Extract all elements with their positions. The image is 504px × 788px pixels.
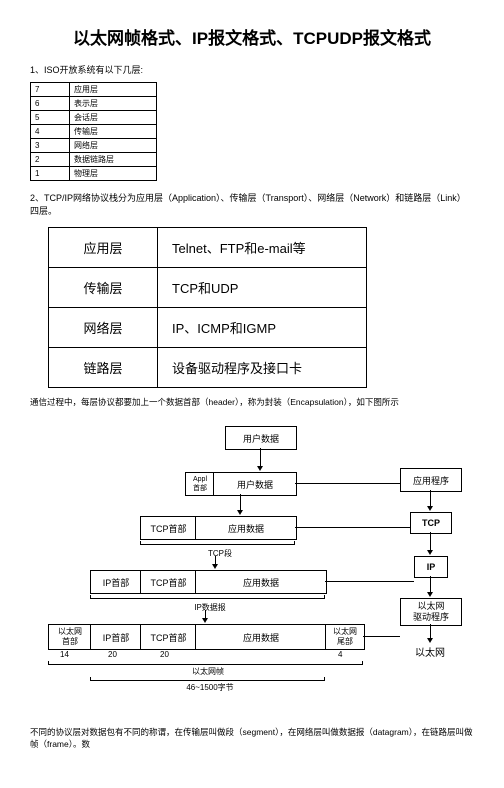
tcp-header: TCP首部 — [140, 516, 197, 540]
layers-table: 应用层Telnet、FTP和e-mail等传输层TCP和UDP网络层IP、ICM… — [48, 227, 367, 388]
bytes: 46~1500字节 — [170, 682, 250, 693]
n20b: 20 — [160, 650, 169, 659]
n14: 14 — [60, 650, 69, 659]
n4: 4 — [338, 650, 342, 659]
section-2: 2、TCP/IP网络协议栈分为应用层（Application）、传输层（Tran… — [30, 191, 474, 217]
user-data: 用户数据 — [225, 426, 297, 450]
app-prog: 应用程序 — [400, 468, 462, 492]
para-encap: 通信过程中，每层协议都要加上一个数据首部（header），称为封装（Encaps… — [30, 396, 474, 408]
driver: 以太网 驱动程序 — [400, 598, 462, 626]
tcp-seg: TCP段 — [195, 548, 245, 559]
ip-header2: IP首部 — [90, 624, 142, 650]
app-data: 应用数据 — [195, 516, 297, 540]
user-data2: 用户数据 — [213, 472, 297, 496]
eth-header: 以太网 首部 — [48, 624, 92, 650]
tcp-header3: TCP首部 — [140, 624, 197, 650]
app-data3: 应用数据 — [195, 624, 327, 650]
eth-frame: 以太网帧 — [178, 666, 238, 677]
encap-diagram: 用户数据 Appl 首部 用户数据 TCP首部 应用数据 TCP段 IP首部 T… — [30, 426, 474, 716]
page-title: 以太网帧格式、IP报文格式、TCPUDP报文格式 — [30, 24, 474, 49]
section-1: 1、ISO开放系统有以下几层: — [30, 63, 474, 76]
tcp-header2: TCP首部 — [140, 570, 197, 594]
n20a: 20 — [108, 650, 117, 659]
tcp-box: TCP — [410, 512, 452, 534]
appl-header: Appl 首部 — [185, 472, 215, 496]
ethernet: 以太网 — [410, 644, 450, 659]
app-data2: 应用数据 — [195, 570, 327, 594]
ip-datagram: IP数据报 — [180, 602, 240, 613]
ip-header: IP首部 — [90, 570, 142, 594]
osi-table: 7应用层6表示层5会话层4传输层3网络层2数据链路层1物理层 — [30, 82, 157, 181]
para-names: 不同的协议层对数据包有不同的称谓，在传输层叫做段（segment），在网络层叫做… — [30, 726, 474, 750]
eth-trailer: 以太网 尾部 — [325, 624, 365, 650]
ip-box: IP — [414, 556, 448, 578]
